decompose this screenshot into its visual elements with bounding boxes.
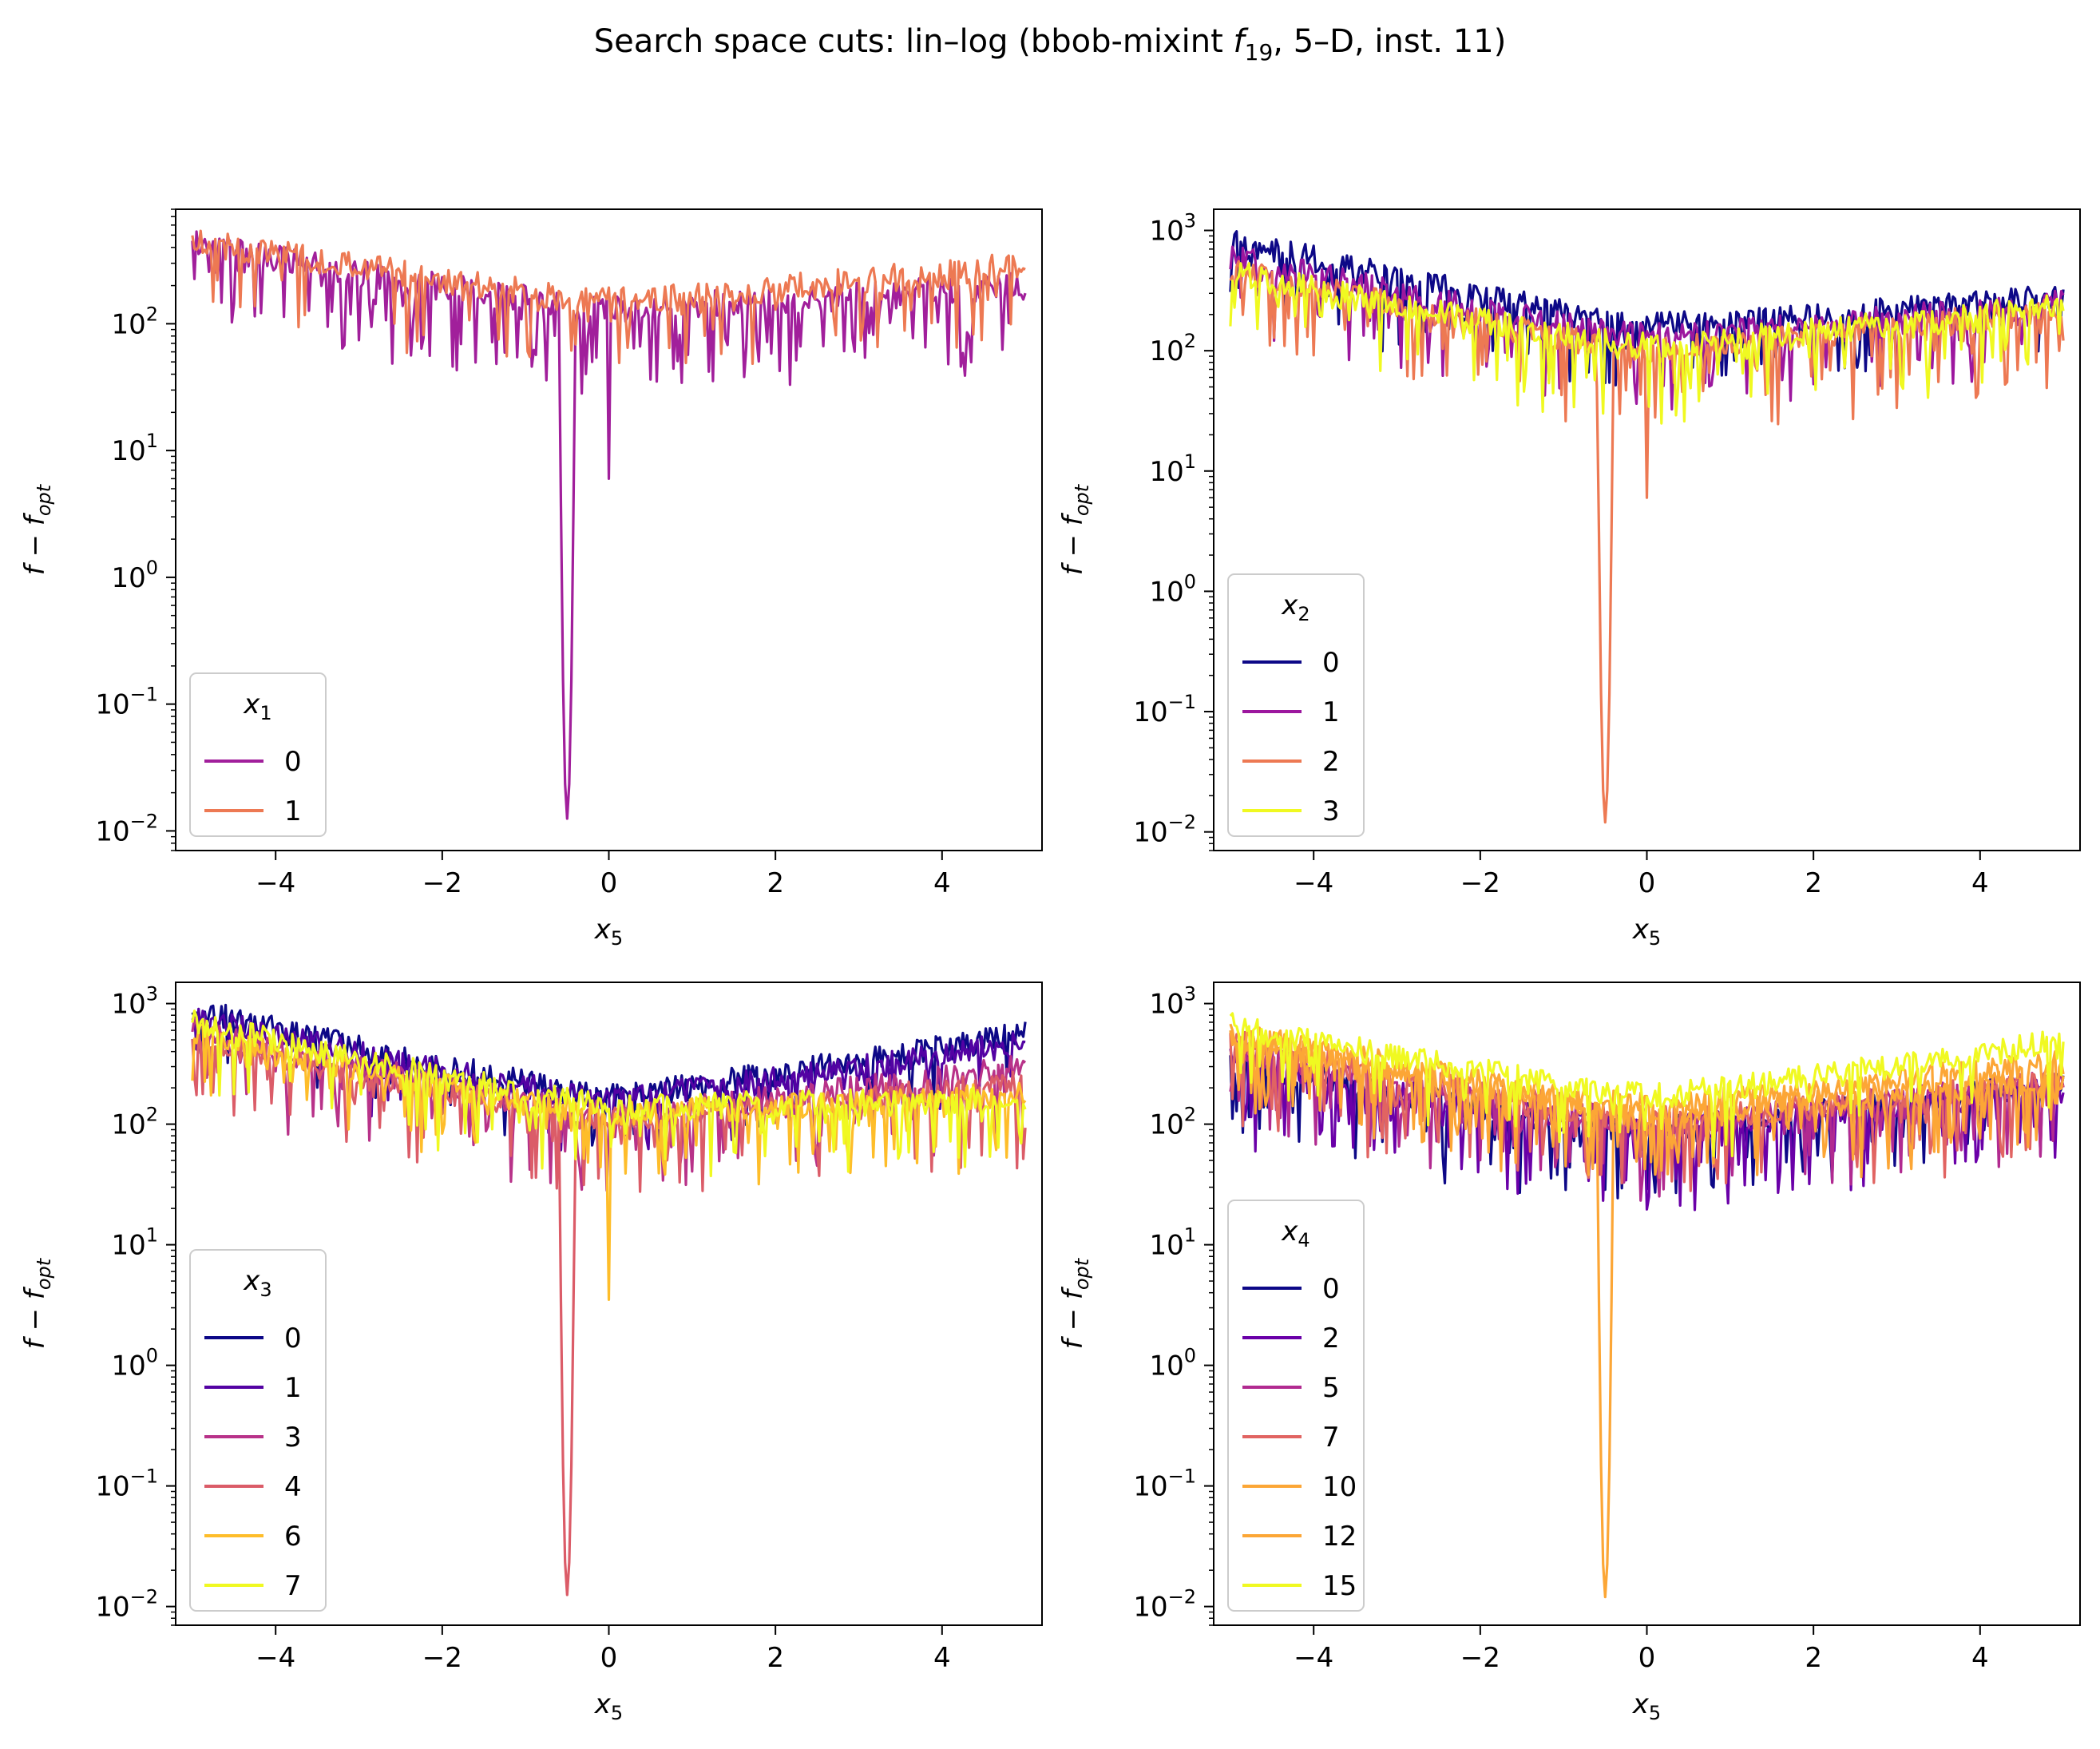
x-tick-label: 4	[933, 867, 951, 899]
legend-label: 15	[1322, 1570, 1357, 1602]
series-line-0	[1229, 230, 2065, 390]
x-tick-label: −2	[1460, 867, 1500, 899]
legend-box	[189, 1249, 327, 1612]
legend-label: 0	[284, 746, 302, 778]
series-line-15	[1229, 1012, 2065, 1158]
legend-label: 12	[1322, 1521, 1357, 1553]
series-line-10	[1229, 1029, 2065, 1599]
y-tick-label: 103	[1149, 983, 1196, 1021]
x-tick-label: 0	[600, 867, 618, 899]
x-tick-label: −4	[1294, 1642, 1333, 1674]
y-tick-label: 10−2	[95, 810, 158, 847]
y-tick-label: 102	[111, 303, 158, 340]
y-tick-label: 103	[1149, 210, 1196, 248]
y-tick-label: 102	[1149, 330, 1196, 367]
legend-title: x1	[243, 688, 271, 724]
y-tick-label: 102	[111, 1104, 158, 1141]
y-tick-label: 10−2	[1133, 811, 1196, 849]
y-tick-label: 103	[111, 983, 158, 1021]
legend-label: 4	[284, 1471, 302, 1503]
x-tick-label: −2	[422, 1642, 462, 1674]
legend-label: 0	[284, 1323, 302, 1354]
legend-box	[1227, 1200, 1365, 1612]
legend: x3 0 1 3 4 6 7	[189, 1249, 327, 1612]
x-tick-label: −2	[422, 867, 462, 899]
y-tick-label: 101	[1149, 1224, 1196, 1262]
series-line-1	[191, 1007, 1026, 1161]
subplot-2: −4 −2 0 2 4 10−2 10−1 100 101 102 103 x5 f − fopt x2 0…	[1057, 208, 2081, 950]
y-tick-label: 10−1	[1133, 1465, 1196, 1503]
x-tick-label: 4	[1971, 1642, 1989, 1674]
y-axis-label: f − fopt	[19, 483, 55, 575]
legend-label: 1	[284, 795, 302, 827]
x-tick-label: −2	[1460, 1642, 1500, 1674]
x-tick-label: 2	[1805, 1642, 1822, 1674]
legend: x1 0 1	[189, 672, 327, 837]
legend-label: 10	[1322, 1471, 1357, 1503]
legend-title: x4	[1281, 1216, 1310, 1251]
y-tick-label: 10−1	[95, 684, 158, 721]
x-axis-label: x5	[594, 1688, 623, 1724]
y-tick-label: 10−1	[1133, 691, 1196, 728]
series-line-1	[191, 229, 1026, 365]
x-tick-label: −4	[1294, 867, 1333, 899]
y-tick-label: 10−1	[95, 1465, 158, 1503]
subplot-3: −4 −2 0 2 4 10−2 10−1 100 101 102 103 x5 f − fopt x3 0…	[19, 982, 1043, 1724]
legend-label: 7	[1322, 1422, 1340, 1454]
series-line-3	[1229, 262, 2065, 425]
x-tick-label: 4	[933, 1642, 951, 1674]
legend: x4 0 2 5 7 10 12 15	[1227, 1200, 1365, 1612]
y-tick-label: 100	[1149, 570, 1196, 608]
y-tick-label: 102	[1149, 1104, 1196, 1141]
x-axis-label: x5	[1632, 1688, 1661, 1724]
legend-label: 3	[1322, 795, 1340, 827]
y-tick-label: 100	[111, 1345, 158, 1382]
legend-label: 0	[1322, 1273, 1340, 1305]
legend-box	[189, 672, 327, 837]
x-tick-label: 2	[767, 867, 784, 899]
legend-label: 6	[284, 1521, 302, 1553]
series-line-7	[191, 1009, 1027, 1177]
x-axis-label: x5	[1632, 914, 1661, 950]
y-axis-label: f − fopt	[19, 1257, 55, 1349]
x-tick-label: 2	[1805, 867, 1822, 899]
y-tick-label: 100	[1149, 1345, 1196, 1382]
legend-label: 1	[284, 1372, 302, 1404]
x-tick-label: 2	[767, 1642, 784, 1674]
series-line-0	[191, 230, 1027, 820]
legend-box	[1227, 573, 1365, 837]
subplot-1: −4 −2 0 2 4 10−2 10−1 100 101 102 x5 f − fopt x1 0 1	[19, 208, 1043, 950]
legend: x2 0 1 2 3	[1227, 573, 1365, 837]
y-tick-label: 101	[111, 430, 158, 467]
x-tick-label: 4	[1971, 867, 1989, 899]
legend-label: 5	[1322, 1372, 1340, 1404]
x-tick-label: 0	[600, 1642, 618, 1674]
x-tick-label: 0	[1638, 867, 1656, 899]
x-axis-label: x5	[594, 914, 623, 950]
x-tick-label: −4	[256, 867, 295, 899]
legend-label: 0	[1322, 647, 1340, 679]
legend-label: 7	[284, 1570, 302, 1602]
legend-title: x3	[243, 1265, 271, 1301]
x-tick-label: 0	[1638, 1642, 1656, 1674]
y-tick-label: 10−2	[1133, 1586, 1196, 1624]
legend-label: 3	[284, 1422, 302, 1454]
y-axis-label: f − fopt	[1057, 483, 1093, 575]
x-tick-label: −4	[256, 1642, 295, 1674]
y-axis-label: f − fopt	[1057, 1257, 1093, 1349]
y-tick-label: 100	[111, 557, 158, 594]
y-tick-label: 101	[1149, 450, 1196, 488]
figure-title: Search space cuts: lin–log (bbob-mixint …	[594, 23, 1507, 65]
legend-title: x2	[1281, 589, 1310, 625]
legend-label: 2	[1322, 746, 1340, 778]
legend-label: 1	[1322, 696, 1340, 728]
legend-label: 2	[1322, 1323, 1340, 1354]
y-tick-label: 10−2	[95, 1586, 158, 1624]
y-tick-label: 101	[111, 1224, 158, 1262]
